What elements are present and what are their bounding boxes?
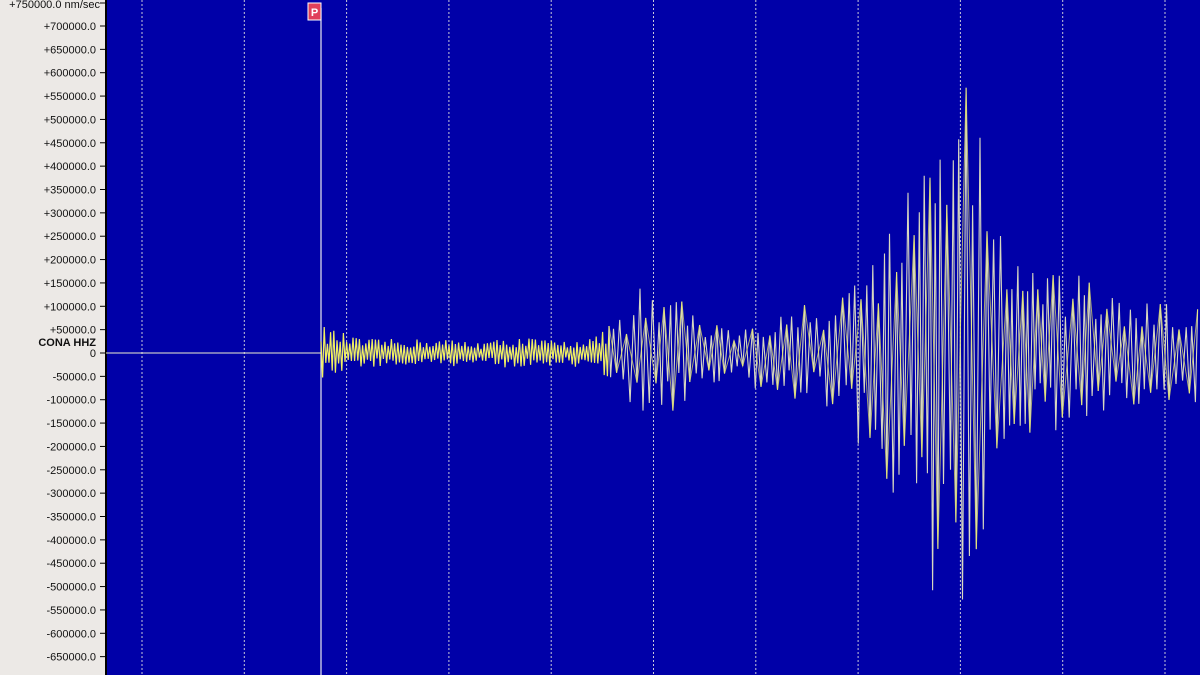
y-tick-label: -500000.0 xyxy=(46,582,96,594)
y-tick-label: +200000.0 xyxy=(44,255,96,267)
y-tick-label: -200000.0 xyxy=(46,441,96,453)
y-tick-label: -350000.0 xyxy=(46,512,96,524)
y-tick-label: +100000.0 xyxy=(44,301,96,313)
y-tick-label: +250000.0 xyxy=(44,231,96,243)
y-tick-label: +150000.0 xyxy=(44,278,96,290)
y-tick-label: -250000.0 xyxy=(46,465,96,477)
y-tick-label: +650000.0 xyxy=(44,44,96,56)
y-tick-label: +600000.0 xyxy=(44,68,96,80)
y-tick-label: -450000.0 xyxy=(46,558,96,570)
y-tick-label: +550000.0 xyxy=(44,91,96,103)
p-pick-label: P xyxy=(311,7,318,19)
waveform-trace-overlay xyxy=(608,87,1199,550)
y-tick-label: +50000.0 xyxy=(50,325,96,337)
y-tick-label: -300000.0 xyxy=(46,488,96,500)
station-label: CONA HHZ xyxy=(38,337,96,349)
y-tick-label: +400000.0 xyxy=(44,161,96,173)
y-tick-label: -400000.0 xyxy=(46,535,96,547)
y-tick-label: +500000.0 xyxy=(44,114,96,126)
unit-label: +750000.0 nm/sec xyxy=(9,0,100,11)
y-tick-label: -100000.0 xyxy=(46,395,96,407)
y-tick-label: +300000.0 xyxy=(44,208,96,220)
y-tick-label: -600000.0 xyxy=(46,628,96,640)
y-tick-label: -50000.0 xyxy=(53,371,96,383)
waveform-trace-early xyxy=(320,325,610,378)
p-pick-marker xyxy=(307,2,322,21)
y-tick-label: -550000.0 xyxy=(46,605,96,617)
y-tick-label: +350000.0 xyxy=(44,185,96,197)
y-tick-label: 0 xyxy=(90,348,96,360)
y-tick-label: -150000.0 xyxy=(46,418,96,430)
y-tick-label: -650000.0 xyxy=(46,652,96,664)
y-tick-label: +450000.0 xyxy=(44,138,96,150)
y-tick-label: +700000.0 xyxy=(44,21,96,33)
